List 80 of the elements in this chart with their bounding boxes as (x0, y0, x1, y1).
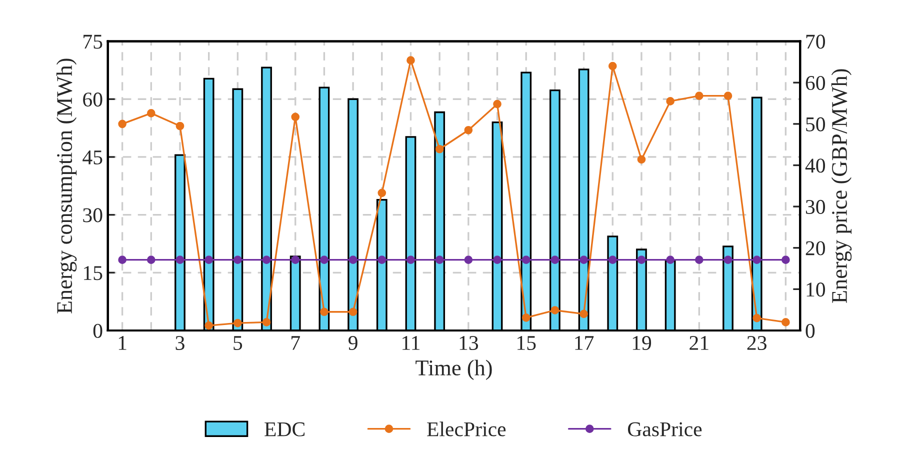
point (752, 256, 762, 264)
point (176, 122, 184, 130)
y-tick-label: 30 (83, 208, 102, 222)
point (118, 256, 126, 264)
y2-tick-label: 60 (806, 76, 826, 90)
y-axis-title: Energy consumption (MWh) (56, 58, 77, 314)
y2-tick-label: 0 (806, 324, 815, 338)
x-tick-label: 7 (292, 336, 300, 350)
x-tick-label: 11 (402, 336, 420, 350)
x-tick-label: 23 (747, 336, 766, 350)
point (348, 256, 358, 264)
point (724, 256, 732, 264)
point (176, 256, 184, 264)
point (262, 318, 271, 326)
x-tick-label: 17 (575, 336, 594, 350)
y-tick-label: 0 (93, 324, 102, 338)
point (580, 310, 588, 318)
point (406, 256, 415, 264)
point (320, 256, 328, 264)
x-tick-label: 15 (518, 336, 536, 350)
x-tick-label: 1 (118, 336, 126, 350)
x-tick-label: 3 (176, 336, 184, 350)
point (752, 314, 762, 322)
point (204, 321, 213, 330)
point (608, 256, 617, 264)
point (724, 92, 732, 100)
point (378, 256, 386, 264)
point (348, 308, 358, 316)
point (464, 256, 473, 264)
point (550, 306, 560, 314)
x-tick-label: 19 (632, 336, 652, 350)
point (637, 155, 646, 164)
point (146, 109, 156, 118)
point (493, 100, 502, 108)
point (522, 256, 530, 264)
point (694, 256, 704, 264)
y2-tick-label: 30 (806, 200, 826, 214)
legend-label: GasPrice (628, 422, 702, 436)
x-tick-label: 9 (348, 336, 358, 350)
x-tick-label: 13 (460, 336, 478, 350)
point (522, 314, 530, 322)
legend-label: ElecPrice (427, 422, 506, 436)
y2-tick-label: 40 (805, 158, 826, 173)
point (608, 62, 617, 70)
point (118, 120, 126, 128)
point (234, 256, 242, 264)
y2-axis-title: Energy price (GBP/MWh) (831, 69, 852, 303)
point (666, 256, 674, 264)
y2-tick-label: 10 (806, 282, 826, 297)
point (204, 256, 213, 264)
point (580, 256, 588, 264)
y-tick-label: 15 (84, 266, 102, 280)
y-tick-label: 60 (83, 92, 102, 107)
point (146, 256, 156, 264)
point (782, 256, 790, 264)
x-tick-label: 21 (690, 336, 708, 350)
point (550, 256, 560, 264)
y2-tick-label: 20 (806, 241, 826, 256)
y2-tick-label: 70 (806, 34, 826, 49)
point (291, 256, 300, 264)
legend-label: EDC (264, 422, 304, 436)
point (378, 188, 386, 198)
x-axis-title: Time (h) (416, 360, 492, 380)
point (782, 318, 790, 326)
point (406, 56, 415, 64)
point (435, 144, 444, 154)
point (666, 97, 674, 106)
y2-tick-label: 50 (806, 117, 826, 132)
point (234, 318, 242, 328)
y-tick-label: 45 (82, 150, 102, 164)
y-tick-label: 75 (84, 34, 102, 49)
point (637, 256, 646, 264)
point (291, 112, 300, 122)
point (320, 308, 328, 316)
point (493, 256, 502, 264)
point (694, 92, 704, 100)
point (262, 256, 271, 264)
point (464, 126, 473, 134)
x-tick-label: 5 (234, 336, 242, 350)
point (435, 256, 444, 264)
